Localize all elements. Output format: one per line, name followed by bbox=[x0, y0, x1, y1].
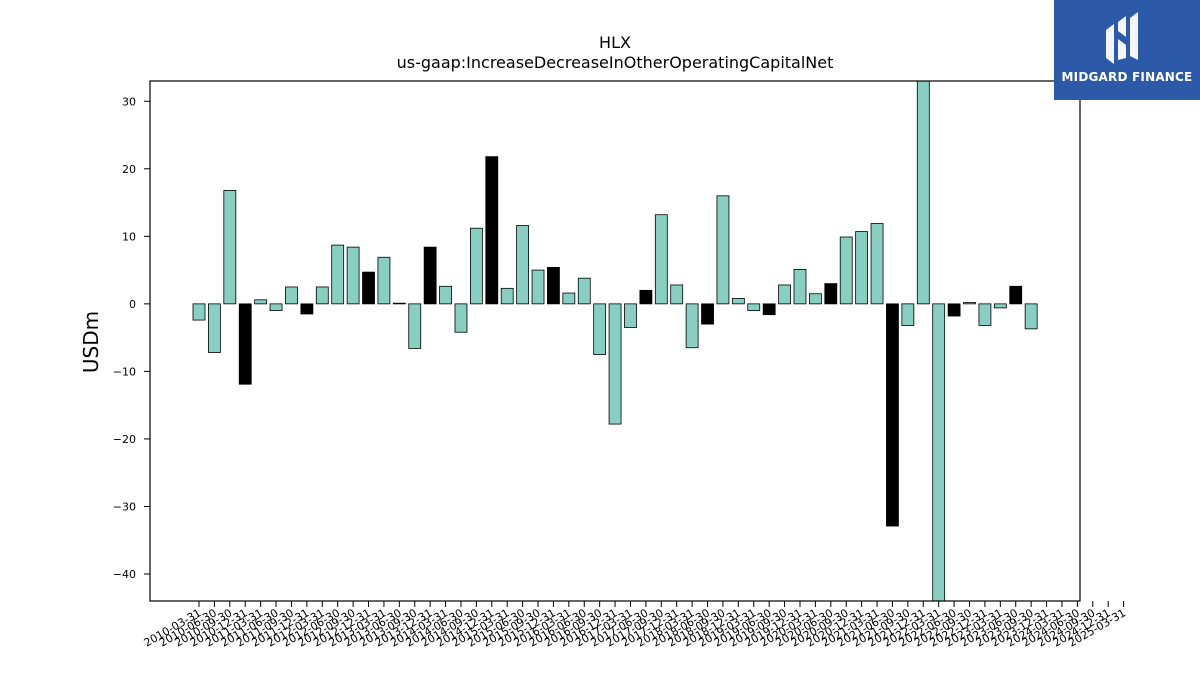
bar-2011-12-31 bbox=[300, 303, 314, 315]
y-tick-label: 10 bbox=[122, 230, 136, 243]
bar-2023-06-30 bbox=[1009, 285, 1023, 305]
bar-2014-12-31 bbox=[485, 156, 499, 305]
bar-2019-09-30 bbox=[778, 284, 791, 305]
bar-2018-06-30 bbox=[701, 303, 714, 325]
bar-2022-09-30 bbox=[963, 302, 976, 305]
bar-2010-06-30 bbox=[208, 303, 221, 353]
bar-2016-06-30 bbox=[577, 277, 591, 305]
y-axis-ticks: 30 20 10 0 −10 −20 −30 −40 bbox=[113, 95, 150, 581]
logo-mark-icon bbox=[1054, 0, 1200, 100]
bar-2010-12-31 bbox=[238, 303, 252, 385]
chart-subtitle: us-gaap:IncreaseDecreaseInOtherOperating… bbox=[397, 53, 834, 72]
bar-2022-12-31 bbox=[978, 303, 992, 326]
bar-2013-09-30 bbox=[408, 303, 422, 349]
bar-2019-06-30 bbox=[762, 303, 776, 316]
bar-2015-06-30 bbox=[516, 225, 530, 305]
bar-2013-06-30 bbox=[392, 302, 406, 305]
bar-2013-12-31 bbox=[423, 246, 437, 305]
plot-frame bbox=[149, 80, 1081, 602]
bar-2018-09-30 bbox=[716, 195, 730, 305]
bar-2022-06-30 bbox=[947, 303, 961, 317]
bar-2017-12-31 bbox=[670, 284, 684, 305]
bar-2010-03-31 bbox=[192, 303, 206, 321]
bar-2018-03-31 bbox=[685, 303, 699, 349]
y-tick-label: −40 bbox=[113, 568, 136, 581]
bars-group bbox=[192, 80, 1038, 602]
y-axis-label: USDm bbox=[79, 311, 103, 373]
bar-2021-06-30 bbox=[886, 303, 899, 527]
bar-2012-06-30 bbox=[331, 244, 345, 305]
brand-logo: MIDGARD FINANCE bbox=[1054, 0, 1200, 100]
y-tick-label: 30 bbox=[122, 95, 136, 108]
bar-2021-03-31 bbox=[870, 223, 884, 305]
bar-2020-12-31 bbox=[855, 231, 869, 305]
bar-2014-06-30 bbox=[454, 303, 468, 333]
bar-2017-06-30 bbox=[639, 289, 653, 305]
bar-2016-09-30 bbox=[593, 303, 607, 355]
bar-2011-06-30 bbox=[269, 303, 283, 312]
bar-2020-09-30 bbox=[839, 236, 853, 305]
y-tick-label: −20 bbox=[113, 433, 136, 446]
x-axis-ticks: 2010-03-312010-06-302010-09-302010-12-31… bbox=[142, 601, 1128, 650]
bar-2023-09-30 bbox=[1024, 303, 1038, 330]
bar-2019-12-31 bbox=[793, 269, 807, 305]
y-tick-label: 20 bbox=[122, 163, 136, 176]
bar-2011-09-30 bbox=[285, 286, 298, 305]
bar-2019-03-31 bbox=[747, 303, 761, 312]
bar-2014-09-30 bbox=[469, 227, 483, 305]
bar-2012-12-31 bbox=[362, 271, 375, 305]
bar-2017-03-31 bbox=[624, 303, 637, 328]
bar-2021-12-31 bbox=[916, 80, 930, 305]
bar-2012-03-31 bbox=[315, 286, 329, 305]
y-tick-label: 0 bbox=[129, 298, 136, 311]
bar-2017-09-30 bbox=[654, 214, 668, 305]
y-tick-label: −10 bbox=[113, 365, 136, 378]
bar-2020-06-30 bbox=[824, 283, 838, 305]
bar-2022-03-31 bbox=[932, 303, 946, 602]
bar-2016-12-31 bbox=[608, 303, 622, 425]
bar-2015-12-31 bbox=[547, 266, 560, 305]
bar-2020-03-31 bbox=[809, 293, 822, 305]
bar-2023-03-31 bbox=[993, 303, 1007, 309]
bar-2010-09-30 bbox=[223, 189, 237, 305]
chart-title: HLX bbox=[599, 33, 631, 52]
bar-2016-03-31 bbox=[562, 292, 576, 305]
bar-2018-12-31 bbox=[731, 298, 745, 305]
y-tick-label: −30 bbox=[113, 500, 136, 513]
bar-2021-09-30 bbox=[901, 303, 915, 326]
bar-2014-03-31 bbox=[439, 285, 452, 305]
bar-2015-09-30 bbox=[531, 269, 545, 305]
bar-2015-03-31 bbox=[500, 287, 514, 305]
bar-2013-03-31 bbox=[377, 256, 391, 305]
bar-2011-03-31 bbox=[254, 299, 268, 305]
logo-text: MIDGARD FINANCE bbox=[1061, 70, 1193, 84]
bar-2012-09-30 bbox=[346, 246, 360, 305]
